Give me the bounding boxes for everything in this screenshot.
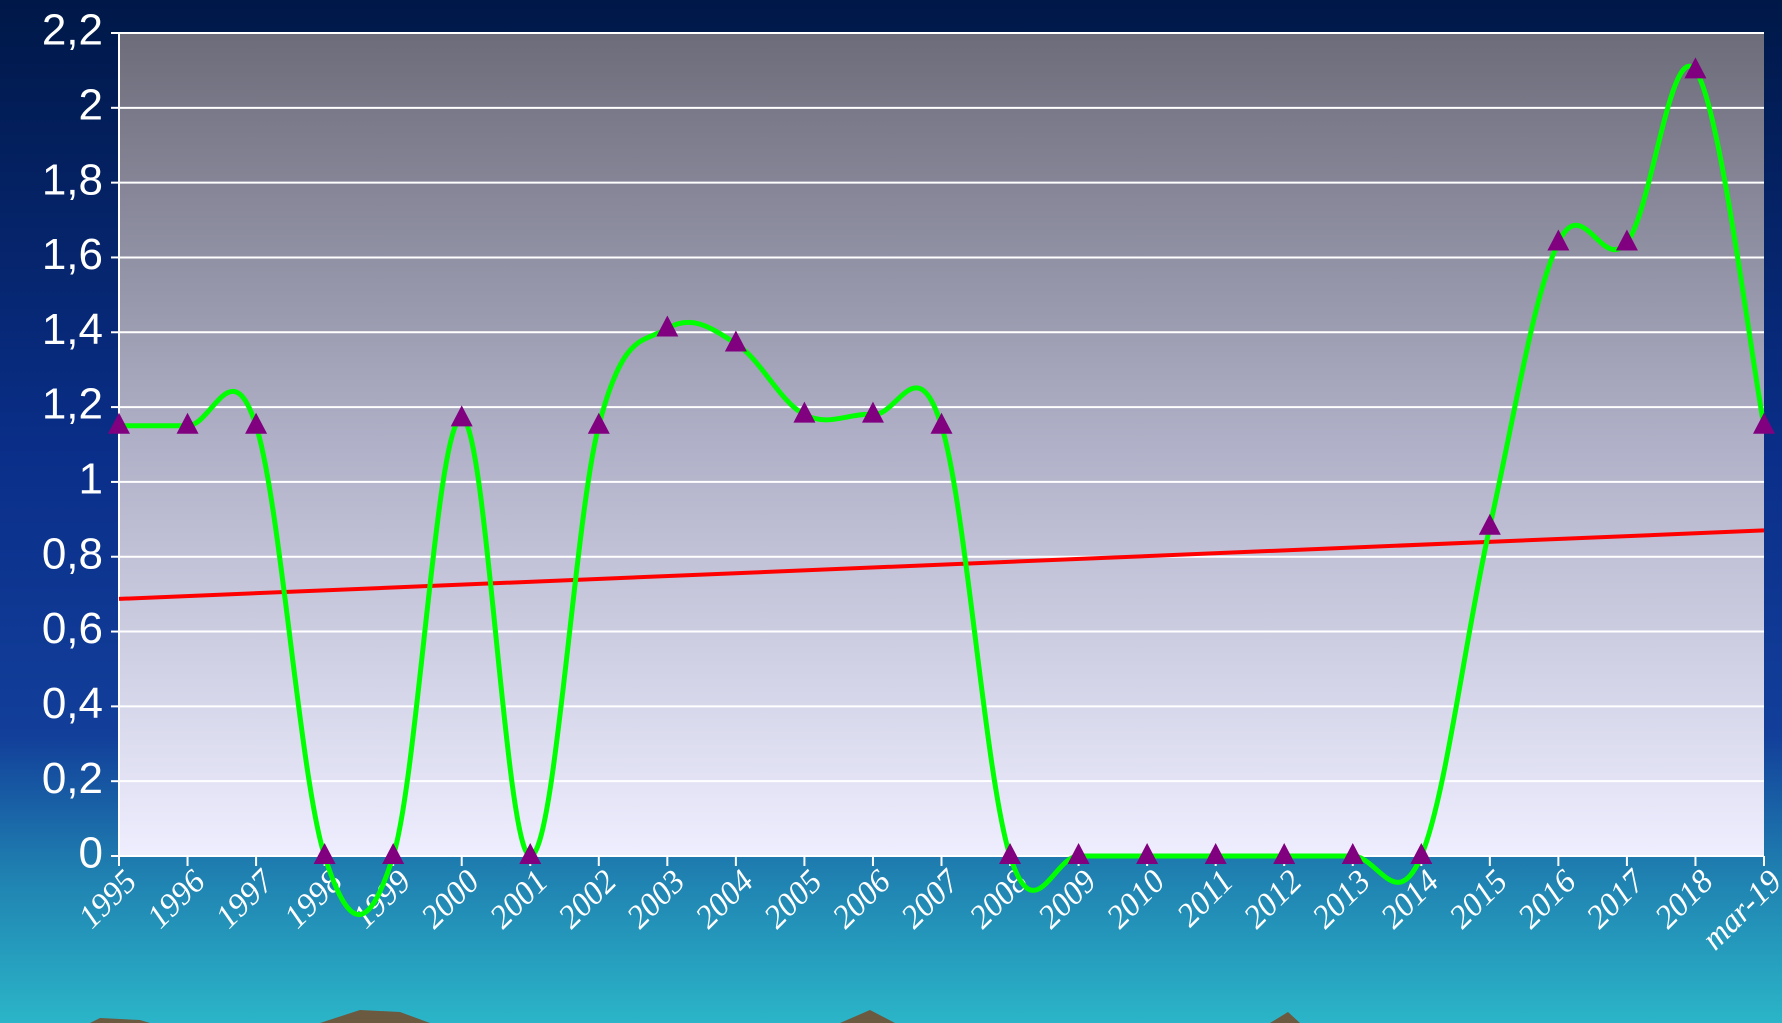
y-tick-label: 1,6 (42, 230, 103, 279)
y-tick-label: 0,2 (42, 754, 103, 803)
y-tick-label: 0 (79, 829, 103, 878)
y-tick-label: 0,6 (42, 604, 103, 653)
y-tick-label: 1,4 (42, 305, 103, 354)
y-tick-label: 2 (79, 80, 103, 129)
page: {"chart_data": {"type": "line", "categor… (0, 0, 1782, 1023)
y-tick-label: 1,8 (42, 155, 103, 204)
y-tick-label: 0,4 (42, 679, 103, 728)
y-tick-label: 1,2 (42, 380, 103, 429)
chart: 00,20,40,60,811,21,41,61,822,21995199619… (0, 0, 1782, 1023)
plot-area (119, 33, 1764, 856)
y-tick-label: 0,8 (42, 529, 103, 578)
y-tick-label: 1 (79, 455, 103, 504)
y-tick-label: 2,2 (42, 6, 103, 55)
